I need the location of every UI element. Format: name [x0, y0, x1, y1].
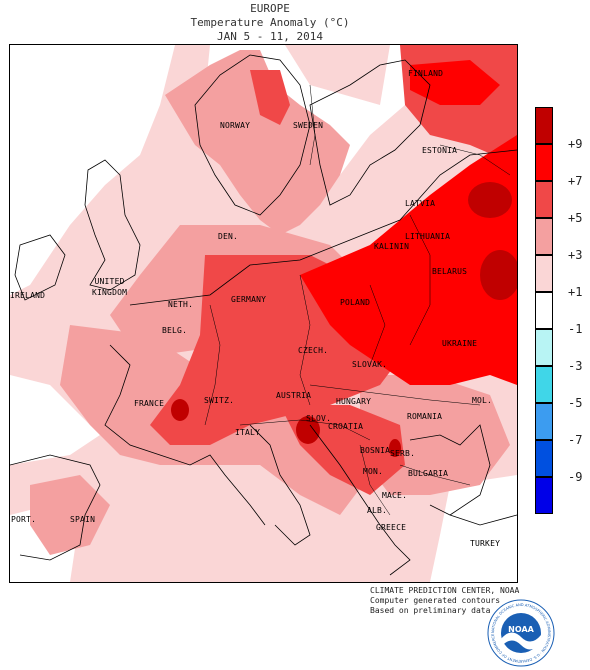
legend-label-plus-3: +3 [568, 248, 583, 262]
label-estonia: ESTONIA [422, 146, 458, 155]
label-greece: GREECE [376, 523, 407, 532]
label-belgium: BELG. [162, 326, 188, 335]
anomaly-3-5-iberia [30, 475, 110, 555]
legend-swatch-neutral [535, 292, 553, 329]
credit-line-2: Computer generated contours [370, 596, 501, 605]
label-romania: ROMANIA [407, 412, 443, 421]
anomaly-9-serbia [389, 439, 401, 457]
legend-swatch-minus-3-to-5 [535, 366, 553, 403]
legend-label-minus-7: -7 [568, 433, 583, 447]
legend-label-plus-7: +7 [568, 174, 583, 188]
label-croatia: CROATIA [328, 422, 364, 431]
label-albania: ALB. [367, 506, 388, 515]
map-region-title: EUROPE [250, 2, 290, 15]
anomaly-3-5-scandinavia [165, 50, 350, 235]
noaa-logo-icon: NATIONAL OCEANIC AND ATMOSPHERIC ADMINIS… [487, 599, 555, 667]
legend-swatch-3-to-5 [535, 218, 553, 255]
label-hungary: HUNGARY [336, 397, 372, 406]
legend-label-plus-1: +1 [568, 285, 583, 299]
legend-swatch-below-minus-9 [535, 477, 553, 514]
color-legend [535, 107, 553, 520]
label-united-kingdom: UNITED KINGDOM [92, 277, 128, 297]
label-slovenia: SLOV. [306, 414, 332, 423]
borders [204, 84, 511, 516]
legend-swatch-1-to-3 [535, 255, 553, 292]
legend-label-minus-1: -1 [568, 322, 583, 336]
legend-swatch-minus-7-to-9 [535, 440, 553, 477]
legend-label-plus-5: +5 [568, 211, 583, 225]
label-austria: AUSTRIA [276, 391, 312, 400]
neutral-anomaly-atlantic [10, 45, 175, 295]
label-montenegro: MON. [363, 467, 384, 476]
label-slovakia: SLOVAK. [352, 360, 388, 369]
label-belarus: BELARUS [432, 267, 468, 276]
anomaly-9-russia-north [468, 182, 512, 218]
legend-swatch-minus-1-to-3 [535, 329, 553, 366]
credit-line-1: CLIMATE PREDICTION CENTER, NOAA [370, 586, 520, 595]
neutral-anomaly-turkey [430, 475, 517, 582]
label-norway: NORWAY [220, 121, 251, 130]
label-poland: POLAND [340, 298, 371, 307]
label-den: DEN. [218, 232, 239, 241]
label-germany: GERMANY [231, 295, 267, 304]
map-subtitle: Temperature Anomaly (°C) [190, 16, 350, 29]
anomaly-9-slovenia [296, 416, 320, 444]
label-bosnia: BOSNIA [360, 446, 391, 455]
label-ireland: IRELAND [10, 291, 46, 300]
label-italy: ITALY [235, 428, 261, 437]
label-macedonia: MACE. [382, 491, 408, 500]
anomaly-5-7-norway [250, 70, 290, 125]
label-sweden: SWEDEN [293, 121, 324, 130]
legend-label-minus-5: -5 [568, 396, 583, 410]
label-lithuania: LITHUANIA [405, 232, 451, 241]
anomaly-9-france [171, 399, 189, 421]
anomaly-7-9-finland [410, 60, 500, 105]
label-france: FRANCE [134, 399, 165, 408]
legend-swatch-above-9 [535, 107, 553, 144]
label-portugal: PORT. [11, 515, 37, 524]
legend-label-minus-9: -9 [568, 470, 583, 484]
label-finland: FINLAND [408, 69, 444, 78]
anomaly-map-canvas [10, 45, 517, 582]
coastlines [10, 54, 517, 576]
label-czech: CZECH. [298, 346, 329, 355]
label-ukraine: UKRAINE [442, 339, 478, 348]
label-bulgaria: BULGARIA [408, 469, 449, 478]
label-moldova: MOL. [472, 396, 493, 405]
legend-label-minus-3: -3 [568, 359, 583, 373]
label-switzerland: SWITZ. [204, 396, 235, 405]
anomaly-9-russia-south [480, 250, 517, 300]
anomaly-map: FINLAND NORWAY SWEDEN ESTONIA LATVIA LIT… [9, 44, 518, 583]
credit-line-3: Based on preliminary data [370, 606, 491, 615]
legend-swatch-5-to-7 [535, 181, 553, 218]
legend-swatch-7-to-9 [535, 144, 553, 181]
logo-center-text: NOAA [508, 625, 534, 634]
legend-label-plus-9: +9 [568, 137, 583, 151]
label-spain: SPAIN [70, 515, 96, 524]
label-serbia: SERB. [390, 449, 416, 458]
anomaly-7-9-east [300, 135, 517, 385]
label-netherlands: NETH. [168, 300, 194, 309]
label-kalinin: KALININ [374, 242, 410, 251]
neutral-anomaly-biscay [10, 375, 100, 465]
label-latvia: LATVIA [405, 199, 436, 208]
map-date-range: JAN 5 - 11, 2014 [217, 30, 323, 43]
label-turkey: TURKEY [470, 539, 501, 548]
legend-swatch-minus-5-to-7 [535, 403, 553, 440]
